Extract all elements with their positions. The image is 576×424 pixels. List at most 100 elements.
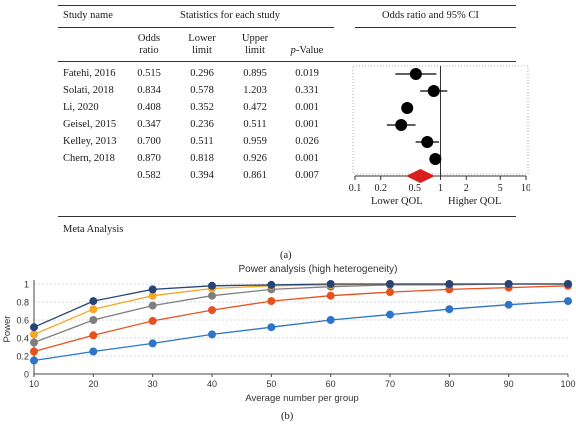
row-lower-limit: 0.352 — [190, 102, 214, 113]
series-point — [326, 316, 335, 324]
series-point — [208, 291, 216, 300]
caption-a: (a) — [280, 250, 292, 261]
row-study-name: Solati, 2018 — [63, 85, 114, 96]
series-point — [386, 288, 394, 297]
x-tick-label: 1 — [438, 183, 443, 194]
series-point — [208, 330, 216, 339]
x-tick-label: 50 — [266, 379, 276, 389]
row-upper-limit: 0.959 — [243, 136, 267, 147]
series-point — [445, 280, 454, 288]
x-tick-label: 10 — [521, 183, 530, 194]
top-rule — [58, 5, 516, 6]
study-marker — [429, 153, 442, 165]
header-stats-group: Statistics for each study — [180, 10, 281, 21]
summary-upper-limit: 0.861 — [243, 170, 267, 181]
series-point — [30, 338, 38, 347]
x-tick-label: 20 — [88, 379, 98, 389]
row-upper-limit: 1.203 — [243, 85, 267, 96]
row-p-value: 0.001 — [295, 102, 319, 113]
summary-odds-ratio: 0.582 — [137, 170, 161, 181]
row-odds-ratio: 0.515 — [137, 68, 161, 79]
higher-qol-label: Higher QOL — [448, 196, 502, 207]
x-tick-label: 80 — [444, 379, 454, 389]
p-value-italic-p: p — [290, 45, 296, 56]
meta-analysis-label: Meta Analysis — [63, 224, 124, 235]
series-point — [326, 280, 335, 288]
study-marker — [401, 102, 414, 114]
study-marker — [395, 119, 408, 131]
header-lower-limit-1: Lower — [188, 33, 216, 44]
header-upper-limit-1: Upper — [241, 33, 269, 44]
y-tick-label: 1 — [24, 280, 29, 290]
row-study-name: Chern, 2018 — [63, 153, 115, 164]
row-lower-limit: 0.296 — [190, 68, 214, 79]
y-tick-label: 0.2 — [16, 352, 29, 362]
series-line — [33, 285, 569, 353]
y-tick-label: 0.4 — [16, 334, 29, 344]
series-point — [89, 297, 98, 306]
header-rule-stats — [136, 27, 334, 28]
series-point — [326, 291, 335, 300]
series-point — [89, 316, 98, 324]
header-odds-ratio-2: ratio — [139, 45, 159, 56]
study-marker — [409, 68, 422, 80]
header-rule-ci — [355, 27, 516, 28]
series-point — [30, 356, 38, 365]
series-line — [33, 300, 569, 362]
row-p-value: 0.001 — [295, 119, 319, 130]
row-study-name: Fatehi, 2016 — [63, 68, 116, 79]
header-lower-limit-2: limit — [192, 45, 212, 56]
caption-b: (b) — [281, 411, 294, 422]
y-tick-label: 0.6 — [16, 316, 29, 326]
x-tick-label: 0.5 — [409, 183, 422, 194]
series-point — [148, 339, 157, 348]
row-odds-ratio: 0.700 — [137, 136, 161, 147]
x-tick-label: 0.2 — [374, 183, 387, 194]
header-odds-ratio-1: Odds — [137, 33, 161, 44]
row-upper-limit: 0.895 — [243, 68, 267, 79]
row-upper-limit: 0.926 — [243, 153, 267, 164]
series-point — [30, 330, 38, 339]
x-tick-label: 5 — [498, 183, 503, 194]
x-tick-label: 40 — [207, 379, 217, 389]
x-tick-label: 60 — [326, 379, 336, 389]
x-tick-label: 0.1 — [349, 183, 362, 194]
study-marker — [427, 85, 440, 97]
summary-lower-limit: 0.394 — [190, 170, 214, 181]
row-odds-ratio: 0.347 — [137, 119, 161, 130]
series-line — [33, 283, 568, 344]
row-p-value: 0.026 — [295, 136, 319, 147]
footer-rule — [58, 216, 516, 217]
row-lower-limit: 0.578 — [190, 85, 214, 96]
series-point — [564, 280, 572, 288]
series-point — [89, 305, 98, 314]
y-tick-label: 0 — [24, 370, 29, 380]
y-tick-label: 0.8 — [16, 298, 29, 308]
row-p-value: 0.019 — [295, 68, 319, 79]
series-point — [386, 310, 394, 319]
series-point — [89, 347, 98, 356]
row-p-value: 0.001 — [295, 153, 319, 164]
x-axis-label: Average number per group — [245, 393, 358, 404]
row-study-name: Li, 2020 — [63, 102, 99, 113]
summary-diamond — [405, 169, 435, 183]
study-marker — [421, 136, 434, 148]
series-point — [30, 347, 38, 356]
series-point — [267, 280, 276, 289]
series-point — [504, 280, 513, 288]
header-ci-group: Odds ratio and 95% CI — [382, 10, 479, 21]
series-point — [504, 300, 513, 309]
row-lower-limit: 0.818 — [190, 153, 214, 164]
series-line — [33, 283, 568, 335]
lower-qol-label: Lower QOL — [371, 196, 423, 207]
row-odds-ratio: 0.408 — [137, 102, 161, 113]
header-p-value: p-Value — [290, 45, 324, 56]
series-point — [148, 285, 157, 294]
series-point — [30, 323, 38, 332]
row-study-name: Kelley, 2013 — [63, 136, 117, 147]
x-tick-label: 90 — [504, 379, 514, 389]
series-point — [386, 280, 394, 288]
series-line — [33, 283, 568, 328]
x-tick-label: 2 — [464, 183, 469, 194]
summary-p-value: 0.007 — [295, 170, 319, 181]
